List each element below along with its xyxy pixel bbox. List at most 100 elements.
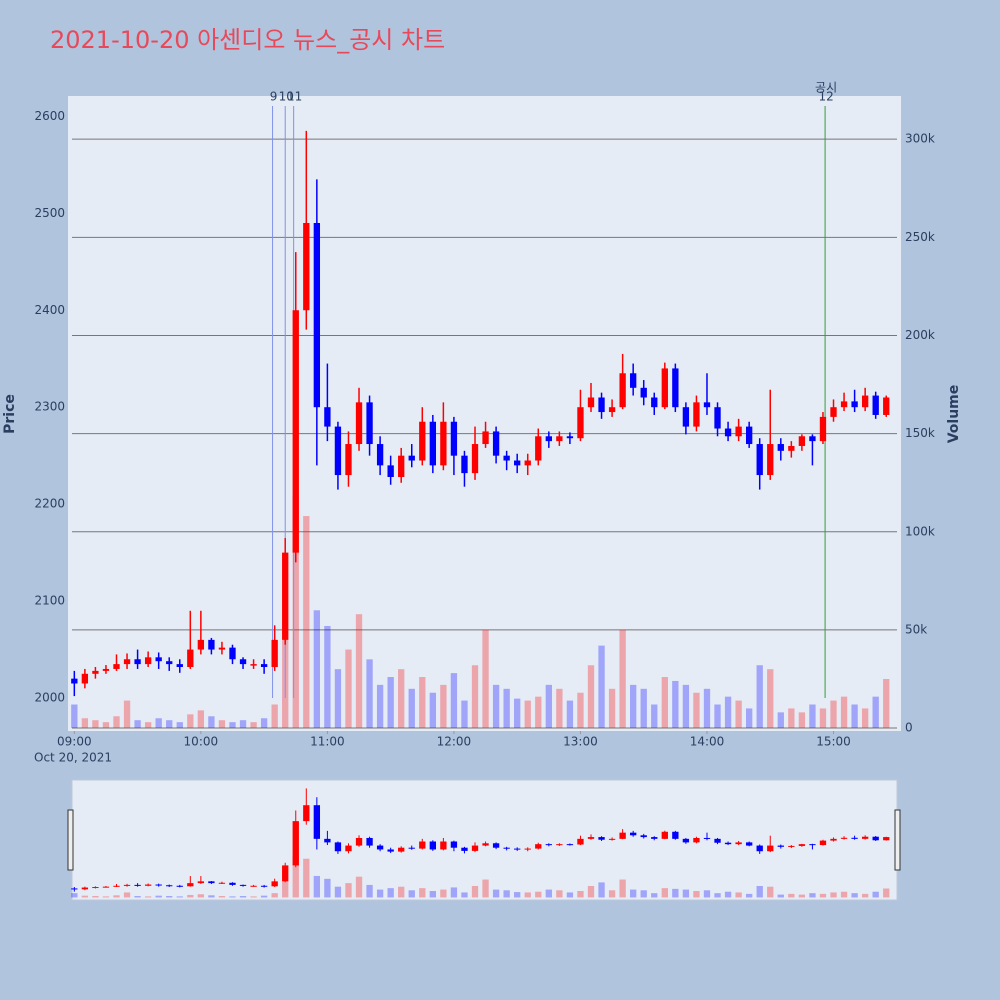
range-slider[interactable] — [71, 779, 898, 901]
mini-candle-body — [514, 848, 521, 850]
mini-volume-bar — [830, 892, 837, 898]
mini-volume-bar — [819, 893, 827, 898]
volume-bar — [218, 720, 226, 729]
volume-bar — [419, 677, 426, 729]
mini-volume-bar — [724, 891, 732, 898]
volume-bar — [355, 614, 363, 729]
mini-candle-body — [218, 882, 226, 884]
volume-bar — [429, 692, 436, 729]
range-handle[interactable] — [67, 809, 74, 871]
candle-body — [535, 436, 542, 461]
mini-volume-bar — [387, 888, 394, 898]
candle-body — [92, 670, 99, 674]
mini-candle-body — [503, 847, 510, 849]
mini-volume-bar — [693, 891, 700, 898]
mini-candle-body — [334, 842, 342, 852]
volume-bar — [861, 708, 869, 729]
mini-volume-bar — [566, 892, 574, 898]
candle-body — [366, 402, 373, 445]
mini-volume-bar — [745, 893, 753, 898]
volume-bar — [598, 645, 605, 729]
volume-bar — [471, 665, 479, 729]
mini-candle-body — [872, 836, 879, 841]
candle-body — [334, 426, 342, 476]
candle-body — [166, 661, 173, 665]
volume-bar — [461, 700, 468, 729]
volume-bar — [166, 720, 173, 729]
mini-volume-bar — [861, 893, 869, 898]
candle-body — [355, 402, 363, 445]
mini-volume-bar — [440, 889, 447, 898]
mini-volume-bar — [197, 894, 205, 898]
volume-bar — [208, 716, 215, 729]
y-tick-label: 2400 — [34, 303, 65, 317]
mini-candle-body — [303, 805, 310, 822]
mini-volume-bar — [123, 892, 131, 898]
mini-volume-bar — [883, 888, 890, 898]
candle-body — [556, 436, 563, 442]
mini-volume-bar — [239, 896, 247, 898]
mini-candle-body — [598, 837, 605, 840]
candle-body — [197, 639, 205, 650]
candle-body — [134, 659, 141, 665]
mini-candle-body — [608, 838, 616, 840]
volume-bar — [661, 677, 668, 729]
mini-candle-body — [672, 831, 679, 839]
mini-volume-bar — [535, 891, 542, 898]
mini-candle-body — [144, 884, 152, 886]
mini-volume-bar — [556, 890, 563, 898]
mini-candle-body — [861, 836, 869, 839]
candle-body — [123, 659, 131, 665]
mini-candle-body — [81, 887, 89, 890]
volume-bar — [535, 696, 542, 729]
volume-bar — [514, 698, 521, 729]
mini-candle-body — [651, 837, 658, 839]
volume-bar — [229, 722, 236, 729]
mini-candle-body — [545, 844, 552, 846]
mini-candle-body — [450, 841, 458, 848]
volume-bar — [830, 700, 837, 729]
mini-candle-body — [419, 841, 426, 849]
mini-candle-body — [630, 832, 637, 836]
mini-volume-bar — [788, 893, 795, 898]
volume-bar — [176, 722, 183, 729]
mini-candle-body — [250, 885, 257, 887]
mini-volume-bar — [840, 891, 848, 898]
candle-body — [809, 436, 816, 442]
mini-volume-bar — [672, 888, 679, 898]
mini-candle-body — [682, 838, 690, 843]
y-tick-label: 2100 — [34, 594, 65, 608]
candle-body — [471, 444, 479, 474]
mini-candle-body — [345, 845, 352, 852]
marker-label: 11 — [287, 90, 302, 104]
volume-bar — [440, 684, 447, 729]
mini-volume-bar — [598, 882, 605, 898]
volume-bar — [71, 704, 78, 729]
candle-body — [514, 460, 521, 466]
candle-body — [524, 460, 531, 466]
mini-candle-body — [798, 844, 806, 846]
candle-body — [155, 657, 162, 662]
mini-volume-bar — [408, 890, 415, 898]
mini-volume-bar — [398, 886, 405, 898]
volume-bar — [788, 708, 795, 729]
candle-body — [345, 444, 352, 476]
y-tick-label: 2500 — [34, 206, 65, 220]
mini-candle-body — [229, 882, 236, 885]
volume-bar — [366, 659, 373, 729]
mini-volume-bar — [187, 894, 194, 898]
y-axis-title: Price — [2, 394, 18, 434]
mini-candle-body — [482, 843, 489, 846]
volume-bar — [313, 610, 321, 729]
range-handle[interactable] — [894, 809, 901, 871]
mini-candle-body — [883, 837, 890, 841]
candle-body — [429, 421, 436, 466]
candle-body — [419, 421, 426, 461]
candle-body — [756, 444, 763, 476]
mini-candle-body — [851, 837, 858, 839]
mini-candle-body — [809, 844, 816, 846]
volume-bar — [155, 718, 162, 729]
mini-volume-bar — [661, 888, 668, 898]
mini-volume-bar — [767, 886, 774, 898]
mini-candle-body — [735, 842, 742, 845]
